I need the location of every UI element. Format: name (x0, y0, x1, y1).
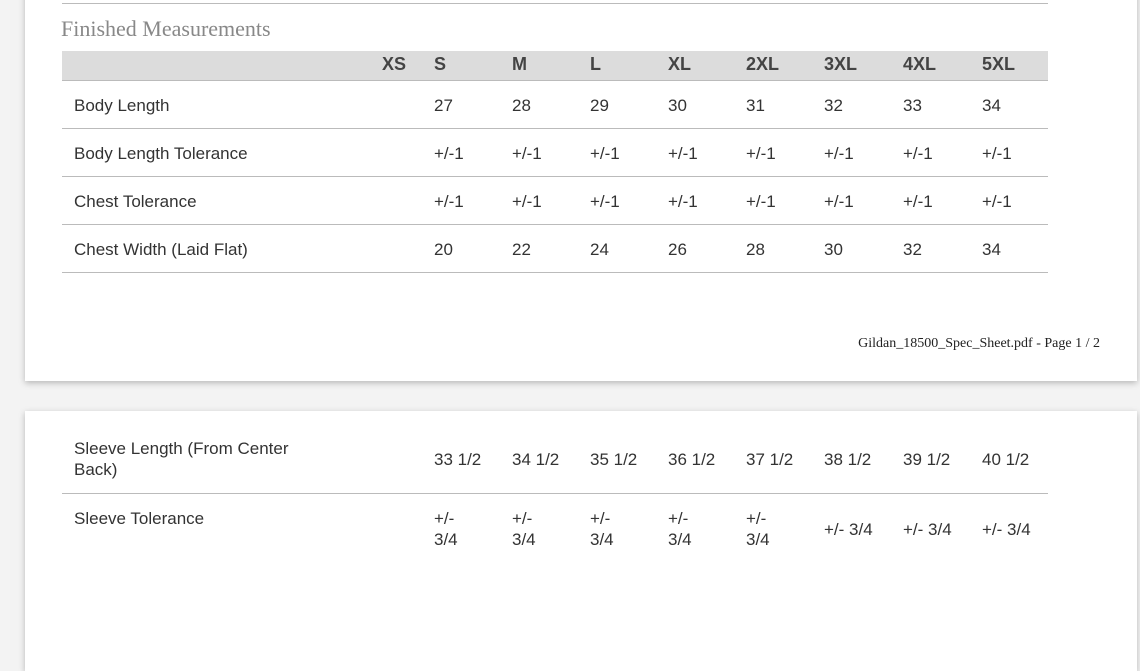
cell-value: 32 (824, 96, 843, 115)
column-header: L (590, 54, 601, 74)
cell-value: +/-1 (434, 144, 464, 163)
cell-value: 28 (746, 240, 765, 259)
cell-value: 34 (982, 240, 1001, 259)
cell-value: +/-1 (668, 192, 698, 211)
column-header: S (434, 54, 447, 74)
row-label: Sleeve Tolerance (74, 509, 205, 528)
cell-value: 28 (512, 96, 531, 115)
row-label: Body Length Tolerance (74, 144, 248, 163)
cell-value: 40 1/2 (982, 450, 1030, 469)
column-header: M (512, 54, 527, 74)
cell-value: 32 (903, 240, 922, 259)
cell-value: +/- 3/4 (512, 509, 536, 549)
cell-value: 27 (434, 96, 453, 115)
cell-value: 29 (590, 96, 609, 115)
cell-value: +/-1 (824, 144, 854, 163)
rule (62, 3, 1048, 4)
cell-value: 20 (434, 240, 453, 259)
row-label: Chest Width (Laid Flat) (74, 240, 248, 259)
cell-value: +/- 3/4 (982, 520, 1031, 539)
row-label: Sleeve Length (From Center Back) (74, 439, 289, 479)
cell-value: +/- 3/4 (824, 520, 873, 539)
cell-value: +/-1 (746, 144, 776, 163)
column-header: 2XL (746, 54, 780, 74)
row-label: Body Length (74, 96, 170, 115)
row-divider (62, 272, 1048, 273)
cell-value: +/-1 (903, 192, 933, 211)
cell-value: 24 (590, 240, 609, 259)
cell-value: 35 1/2 (590, 450, 638, 469)
cell-value: +/- 3/4 (434, 509, 458, 549)
cell-value: +/- 3/4 (746, 509, 770, 549)
row-divider (62, 493, 1048, 494)
cell-value: +/- 3/4 (668, 509, 692, 549)
cell-value: 36 1/2 (668, 450, 716, 469)
row-divider (62, 128, 1048, 129)
page: Finished Measurements Gildan_18500_Spec_… (25, 0, 1137, 381)
cell-value: +/-1 (982, 144, 1012, 163)
page: Sleeve Length (From Center Back) 33 1/2 34… (25, 411, 1137, 671)
cell-value: 34 (982, 96, 1001, 115)
footer: Gildan_18500_Spec_Sheet.pdf - Page 1 / 2 (858, 336, 1100, 351)
cell-value: 38 1/2 (824, 450, 872, 469)
column-header: 3XL (824, 54, 858, 74)
cell-value: 30 (824, 240, 843, 259)
header-row (62, 51, 1048, 81)
section-title: Finished Measurements (61, 16, 271, 41)
cell-value: +/-1 (512, 144, 542, 163)
cell-value: 33 1/2 (434, 450, 482, 469)
cell-value: +/-1 (590, 192, 620, 211)
cell-value: 39 1/2 (903, 450, 951, 469)
row-divider (62, 176, 1048, 177)
cell-value: +/-1 (746, 192, 776, 211)
cell-value: +/- 3/4 (590, 509, 614, 549)
cell-value: +/-1 (903, 144, 933, 163)
cell-value: +/- 3/4 (903, 520, 952, 539)
cell-value: +/-1 (434, 192, 464, 211)
cell-value: 34 1/2 (512, 450, 560, 469)
cell-value: 37 1/2 (746, 450, 794, 469)
cell-value: +/-1 (982, 192, 1012, 211)
column-header: XL (668, 54, 692, 74)
cell-value: +/-1 (512, 192, 542, 211)
cell-value: +/-1 (590, 144, 620, 163)
cell-value: 33 (903, 96, 922, 115)
cell-value: +/-1 (824, 192, 854, 211)
cell-value: 30 (668, 96, 687, 115)
cell-value: 31 (746, 96, 765, 115)
cell-value: 26 (668, 240, 687, 259)
cell-value: +/-1 (668, 144, 698, 163)
cell-value: 22 (512, 240, 531, 259)
column-header: 5XL (982, 54, 1016, 74)
column-header: XS (382, 54, 407, 74)
row-divider (62, 224, 1048, 225)
column-header: 4XL (903, 54, 937, 74)
row-label: Chest Tolerance (74, 192, 197, 211)
